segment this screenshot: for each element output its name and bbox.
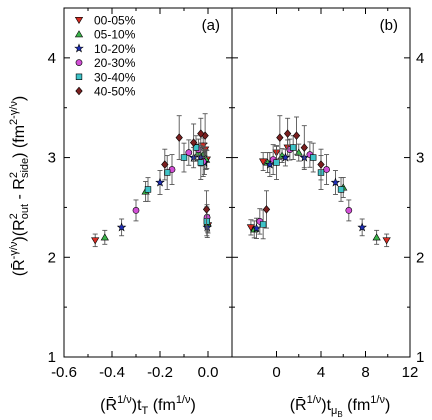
data-point <box>372 233 381 241</box>
series-20-30% <box>256 138 353 235</box>
panel-label: (b) <box>380 17 398 34</box>
y-tick-label: 1 <box>48 349 56 366</box>
legend-marker <box>74 43 84 53</box>
data-point <box>317 160 325 169</box>
legend-marker <box>75 86 83 96</box>
legend-label: 10-20% <box>94 42 136 56</box>
data-point <box>161 160 169 169</box>
data-point <box>155 177 165 187</box>
data-point <box>202 205 211 214</box>
data-point <box>283 129 292 138</box>
data-point <box>382 237 391 245</box>
data-point <box>290 144 297 151</box>
data-point <box>259 158 268 166</box>
legend-marker <box>74 30 84 38</box>
data-point <box>192 144 200 151</box>
x-tick-label: -0.4 <box>99 364 125 381</box>
y-tick-label-right: 4 <box>416 50 424 67</box>
legend-label: 40-50% <box>94 85 136 99</box>
data-point <box>197 129 205 138</box>
data-point <box>180 154 188 161</box>
x-axis-label-b: (R̄1/ν)tμB (fm1/ν) <box>290 394 391 419</box>
x-axis-label-a: (R̄1/ν)tT (fm1/ν) <box>100 394 196 417</box>
data-point <box>280 152 291 162</box>
x-tick-label: 8 <box>361 364 369 381</box>
x-tick-label: 4 <box>317 364 325 381</box>
data-point <box>292 131 301 140</box>
data-point <box>189 138 198 147</box>
legend-label: 30-40% <box>94 70 136 84</box>
y-tick-label-right: 1 <box>416 349 424 366</box>
legend: 00-05%05-10%10-20%20-30%30-40%40-50% <box>74 14 136 99</box>
data-point <box>185 149 193 156</box>
axis-labels: (R̄1/ν)tT (fm1/ν) (R̄1/ν)tμB (fm1/ν) (R̄-γ… <box>8 96 390 419</box>
x-tick-label: -0.2 <box>147 364 173 381</box>
data-point <box>259 221 267 228</box>
data-point <box>164 169 171 176</box>
legend-label: 20-30% <box>94 56 136 70</box>
y-tick-label: 4 <box>48 50 56 67</box>
y-tick-label-right: 3 <box>416 150 424 167</box>
panel-label: (a) <box>202 17 220 34</box>
panel-a: 1 2 3 4 -0.6 -0.4 -0.2 0.0 (a) <box>48 7 233 381</box>
data-point <box>357 222 367 232</box>
data-point <box>132 207 140 214</box>
data-point <box>323 166 330 173</box>
y-tick-label-right: 2 <box>416 249 424 266</box>
data-point <box>100 233 109 241</box>
series-40-50% <box>161 113 211 229</box>
data-point <box>197 159 204 166</box>
data-point <box>144 186 152 193</box>
legend-marker <box>75 73 83 80</box>
data-point <box>276 133 284 142</box>
x-tick-label: -0.6 <box>51 364 77 381</box>
data-point <box>262 205 271 214</box>
series-20-30% <box>132 138 211 231</box>
data-point <box>116 222 127 232</box>
x-tick-label: 12 <box>402 364 419 381</box>
data-point <box>337 186 345 193</box>
y-tick-label: 3 <box>48 150 56 167</box>
legend-label: 05-10% <box>94 28 136 42</box>
y-axis-label: (R̄-γ/ν)(R2out - R2side) (fm2-γ/ν) <box>8 96 31 276</box>
data-point <box>330 177 341 187</box>
series-10-20% <box>251 146 367 239</box>
data-point <box>310 154 317 161</box>
data-point <box>300 143 308 152</box>
legend-label: 00-05% <box>94 14 136 28</box>
data-point <box>246 224 256 232</box>
data-point <box>91 237 100 245</box>
data-point <box>345 207 353 214</box>
data-point <box>273 159 280 166</box>
series-00-05% <box>246 139 391 248</box>
series-30-40% <box>144 135 210 237</box>
data-point <box>175 133 183 142</box>
x-tick-label: 0.0 <box>198 364 219 381</box>
legend-marker <box>75 59 83 66</box>
legend-marker <box>74 17 84 25</box>
x-tick-label: 0 <box>272 364 280 381</box>
y-tick-label: 2 <box>48 249 56 266</box>
series-40-50% <box>262 115 325 229</box>
series-30-40% <box>259 135 345 240</box>
